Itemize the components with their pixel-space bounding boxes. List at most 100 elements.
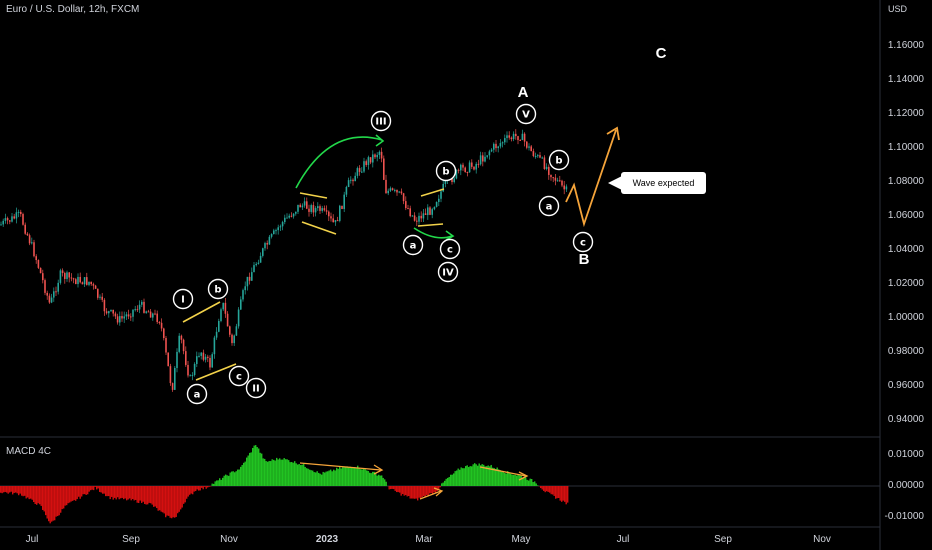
candle-body (464, 167, 466, 173)
macd-bar (361, 469, 363, 486)
macd-bar (553, 486, 555, 496)
macd-bar (45, 486, 47, 516)
candle-body (112, 309, 114, 314)
macd-bar (394, 486, 396, 491)
macd-bar (99, 486, 101, 492)
macd-bar (127, 486, 129, 500)
macd-bar (159, 486, 161, 511)
time-tick-label: Mar (415, 534, 433, 545)
macd-bar (412, 486, 414, 499)
macd-bar (430, 486, 432, 494)
macd-bar (405, 486, 407, 496)
wave-circle-b: b (207, 278, 229, 300)
candle-body (255, 263, 257, 266)
macd-bar (117, 486, 119, 498)
candle-body (202, 352, 205, 360)
candle-body (339, 205, 341, 221)
macd-bar (226, 475, 228, 486)
macd-bar (63, 486, 65, 509)
candle-body (191, 375, 194, 377)
macd-bar (157, 486, 159, 511)
candle-body (284, 217, 286, 223)
candle-body (20, 211, 22, 215)
macd-bar (34, 486, 36, 504)
candle-body (22, 214, 24, 225)
macd-bar (61, 486, 63, 510)
macd-bar (120, 486, 122, 499)
macd-bar (31, 486, 33, 500)
macd-bar (262, 458, 264, 486)
macd-bar (544, 486, 546, 493)
candle-body (554, 177, 557, 181)
candle-body (28, 235, 31, 244)
candle-body (334, 220, 337, 223)
macd-bar (54, 486, 56, 521)
macd-bar (292, 462, 294, 486)
macd-bar (423, 486, 425, 497)
macd-bar (447, 477, 449, 486)
macd-bar (81, 486, 83, 497)
candle-body (407, 208, 409, 210)
wave-circle-a: a (186, 383, 208, 405)
macd-bar (102, 486, 104, 494)
macd-bar (253, 445, 255, 486)
macd-bar (351, 467, 353, 486)
candle-body (486, 155, 488, 157)
macd-bar (103, 486, 105, 494)
candle-body (86, 277, 88, 285)
macd-bar (502, 471, 504, 486)
macd-bar (343, 467, 345, 486)
candle-body (169, 366, 172, 384)
macd-bar (463, 468, 465, 486)
candle-body (182, 339, 185, 352)
macd-bar (48, 486, 50, 522)
macd-bar (28, 486, 30, 500)
macd-bar (165, 486, 167, 518)
candle-body (101, 296, 103, 300)
macd-bar (222, 477, 224, 486)
candle-body (455, 169, 458, 179)
macd-bar (312, 470, 314, 486)
macd-bar (462, 468, 464, 486)
candle-body (215, 331, 218, 338)
macd-bar (372, 471, 374, 486)
candle-body (398, 191, 400, 193)
wave-circle-c: c (572, 231, 594, 253)
candle-body (270, 234, 273, 237)
macd-bar (483, 464, 485, 486)
macd-bar (73, 486, 75, 501)
candle-body (479, 155, 482, 165)
wave-circle-iv: IV (437, 261, 459, 283)
macd-bar (150, 486, 152, 504)
macd-bar (480, 465, 482, 486)
macd-bar (540, 486, 542, 489)
candle-body (444, 180, 447, 184)
candle-body (279, 226, 282, 228)
indicator-name: MACD 4C (6, 446, 52, 457)
macd-bar (267, 461, 269, 486)
macd-bar (82, 486, 84, 495)
macd-bar (565, 486, 567, 505)
time-tick-label: Jul (616, 534, 630, 545)
time-tick-label: Nov (220, 534, 238, 545)
macd-bar (418, 486, 420, 498)
macd-bar (315, 472, 317, 486)
candle-body (275, 230, 277, 232)
candle-body (68, 272, 70, 278)
price-tick-label: 1.04000 (887, 244, 924, 255)
macd-bar (78, 486, 80, 497)
macd-bar (160, 486, 162, 512)
macd-bar (156, 486, 158, 509)
candle-body (376, 154, 378, 158)
candle-body (462, 164, 464, 168)
candle-body (4, 218, 7, 221)
candle-body (387, 190, 389, 194)
candle-body (321, 208, 323, 211)
time-tick-label: May (511, 534, 531, 545)
macd-bar (558, 486, 560, 498)
candle-body (200, 352, 202, 356)
time-tick-label: Sep (714, 534, 732, 545)
macd-bar (36, 486, 38, 505)
macd-bar (271, 459, 273, 486)
